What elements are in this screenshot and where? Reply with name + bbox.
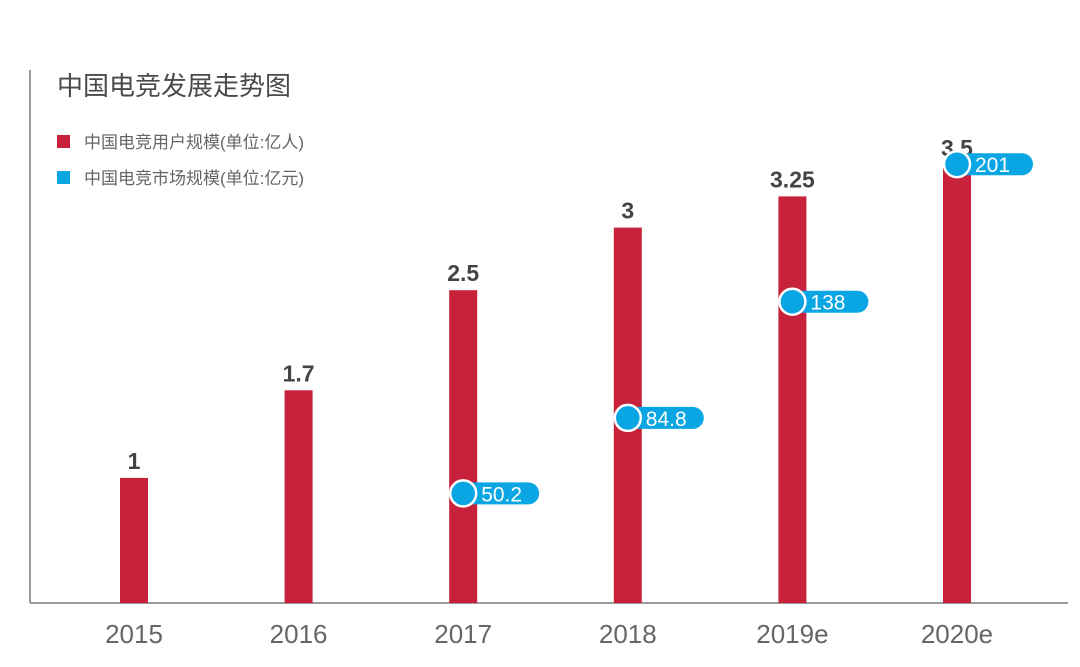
- x-tick-label-2020e: 2020e: [921, 619, 993, 649]
- marker-label-2018: 84.8: [646, 408, 687, 431]
- x-tick-label-2018: 2018: [599, 619, 657, 649]
- bar-value-label-2017: 2.5: [447, 260, 479, 286]
- marker-dot-2019e: [778, 287, 807, 316]
- bars: [120, 165, 971, 603]
- x-tick-label-2015: 2015: [105, 619, 163, 649]
- marker-label-2020e: 201: [975, 154, 1010, 177]
- marker-dot-2020e: [942, 149, 972, 179]
- marker-label-2017: 50.2: [481, 483, 522, 506]
- marker-label-2019e: 138: [810, 292, 845, 315]
- bar-value-label-2016: 1.7: [283, 360, 315, 386]
- axes: [29, 70, 1068, 604]
- marker-pill-2018: [623, 406, 704, 429]
- bar-2016: [284, 390, 313, 603]
- legend: 中国电竞用户规模(单位:亿人) 中国电竞市场规模(单位:亿元): [57, 133, 304, 188]
- legend-swatch-market: [57, 171, 70, 184]
- bar-2017: [449, 290, 478, 603]
- x-tick-label-2017: 2017: [434, 619, 492, 649]
- x-tick-labels: 2015 2016 2017 2018 2019e 2020e: [105, 619, 993, 649]
- bar-2020e: [943, 165, 971, 603]
- bar-2019e: [778, 196, 807, 603]
- marker-2019e: 138: [778, 287, 869, 316]
- legend-label-market: 中国电竞市场规模(单位:亿元): [84, 169, 304, 188]
- marker-2017: 50.2: [448, 479, 540, 508]
- marker-pill-2017: [459, 482, 540, 505]
- marker-dot-2018: [613, 403, 643, 433]
- marker-pill-2019e: [788, 290, 869, 313]
- x-tick-label-2016: 2016: [270, 619, 328, 649]
- marker-pill-2020e: [953, 153, 1033, 176]
- marker-2018: 84.8: [613, 403, 704, 433]
- bar-value-label-2015: 1: [128, 448, 141, 474]
- bar-value-label-2018: 3: [621, 198, 634, 224]
- marker-2020e: 201: [942, 149, 1033, 179]
- bar-2015: [120, 477, 148, 603]
- legend-label-users: 中国电竞用户规模(单位:亿人): [84, 133, 304, 152]
- marker-dot-2017: [448, 479, 478, 508]
- bar-value-label-2019e: 3.25: [770, 166, 815, 192]
- legend-swatch-users: [57, 135, 70, 148]
- x-tick-label-2019e: 2019e: [756, 619, 828, 649]
- chart-title: 中国电竞发展走势图: [57, 71, 291, 101]
- markers: 50.2 84.8 138 201: [448, 149, 1033, 508]
